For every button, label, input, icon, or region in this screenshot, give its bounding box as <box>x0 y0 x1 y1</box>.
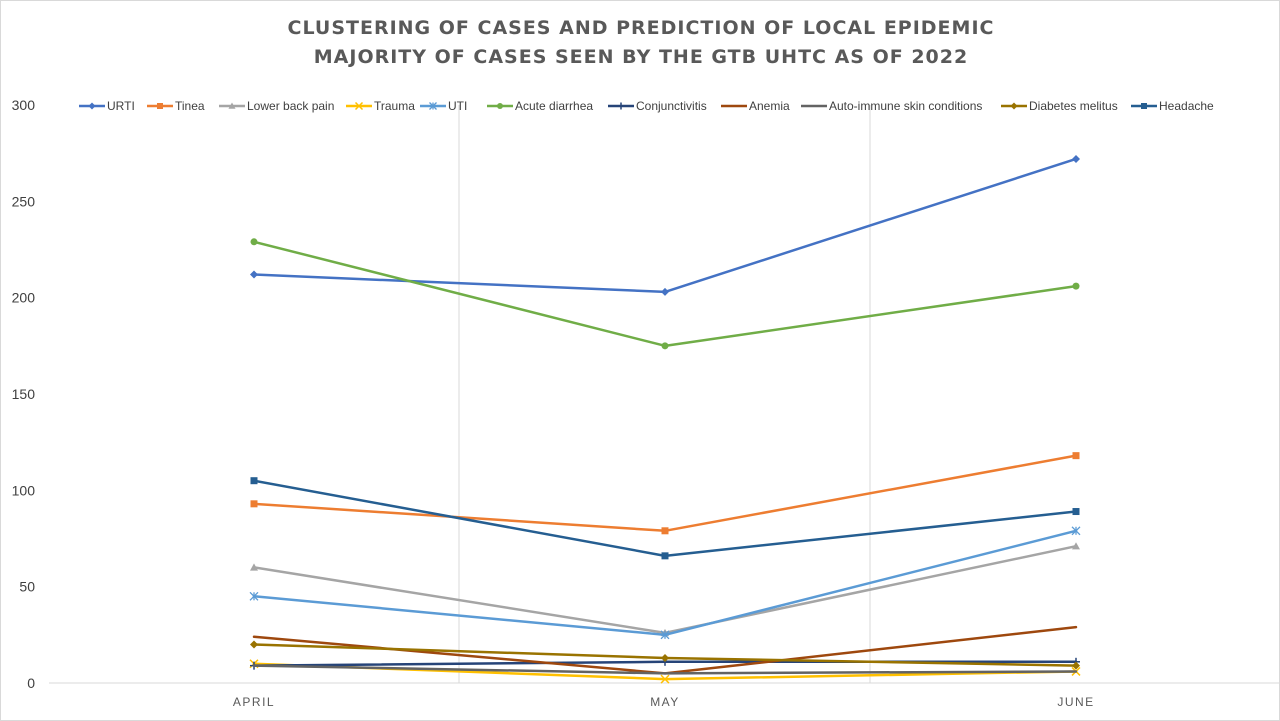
y-tick-label: 250 <box>12 193 36 209</box>
data-point-marker <box>617 102 625 110</box>
y-tick-label: 150 <box>12 386 36 402</box>
data-point-marker <box>228 102 236 109</box>
data-point-marker <box>661 527 669 535</box>
data-point-marker <box>429 102 437 110</box>
data-point-marker <box>250 640 258 649</box>
legend-label: Headache <box>1159 99 1214 113</box>
legend-item: Headache <box>1131 99 1214 113</box>
legend-item: Conjunctivitis <box>608 99 707 113</box>
legend-item: Auto-immune skin conditions <box>801 99 982 113</box>
gridlines <box>458 105 871 683</box>
data-point-marker <box>1010 102 1018 110</box>
legend-item: Acute diarrhea <box>487 99 593 113</box>
legend-label: URTI <box>107 99 135 113</box>
data-point-marker <box>661 287 669 296</box>
x-tick-label: APRIL <box>233 695 275 709</box>
data-point-marker <box>88 102 96 110</box>
data-point-marker <box>249 591 259 601</box>
data-point-marker <box>250 563 258 571</box>
legend-label: Lower back pain <box>247 99 334 113</box>
legend-label: Auto-immune skin conditions <box>829 99 982 113</box>
series-line <box>252 529 1078 637</box>
data-point-marker <box>250 270 258 279</box>
series-acute-diarrhea <box>250 238 1080 350</box>
data-point-marker <box>1141 103 1147 109</box>
marker-stroke <box>354 101 364 111</box>
data-point-marker <box>354 101 364 111</box>
data-point-marker <box>661 342 669 350</box>
data-point-marker <box>157 103 163 109</box>
legend-item: UTI <box>420 99 467 113</box>
legend-item: Tinea <box>147 99 205 113</box>
data-point-marker <box>1072 452 1080 460</box>
x-tick-label: JUNE <box>1057 695 1094 709</box>
legend-label: Diabetes melitus <box>1029 99 1118 113</box>
series-line <box>252 664 1078 675</box>
data-point-marker <box>497 103 503 109</box>
data-point-marker <box>250 500 258 508</box>
legend: URTI Tinea Lower back pain Trauma UTI Acute d… <box>79 99 1214 113</box>
legend-label: Trauma <box>374 99 415 113</box>
legend-item: URTI <box>79 99 135 113</box>
y-tick-label: 200 <box>12 290 36 306</box>
legend-label: Tinea <box>175 99 205 113</box>
data-point-marker <box>1072 661 1080 670</box>
x-tick-label: MAY <box>650 695 680 709</box>
data-point-marker <box>660 674 670 684</box>
data-point-marker <box>1072 154 1080 163</box>
data-point-marker <box>1072 282 1080 290</box>
y-tick-label: 0 <box>27 675 35 691</box>
y-tick-label: 50 <box>19 579 35 595</box>
series-uti <box>249 526 1081 640</box>
y-tick-label: 100 <box>12 482 36 498</box>
series-tinea <box>250 452 1080 535</box>
x-axis: APRIL MAY JUNE <box>233 695 1094 709</box>
legend-label: Acute diarrhea <box>515 99 593 113</box>
data-point-marker <box>1072 542 1080 550</box>
data-point-marker <box>660 630 670 640</box>
data-point-marker <box>1071 526 1081 536</box>
y-axis: 0 50 100 150 200 250 300 <box>12 97 36 691</box>
series-urti <box>250 154 1080 296</box>
legend-item: Anemia <box>721 99 790 113</box>
series-line <box>252 479 1078 558</box>
y-tick-label: 300 <box>12 97 36 113</box>
chart-subtitle: MAJORITY OF CASES SEEN BY THE GTB UHTC A… <box>314 46 968 68</box>
series-diabetes-melitus <box>250 640 1080 670</box>
series-auto-immune-skin-conditions <box>252 664 1078 675</box>
series-layer <box>249 154 1081 684</box>
series-line <box>252 454 1078 533</box>
legend-item: Lower back pain <box>219 99 334 113</box>
data-point-marker <box>250 238 258 246</box>
chart-title: CLUSTERING OF CASES AND PREDICTION OF LO… <box>288 17 995 39</box>
marker-stroke <box>660 674 670 684</box>
legend-item: Trauma <box>346 99 415 113</box>
data-point-marker <box>250 477 258 485</box>
data-point-marker <box>661 552 669 560</box>
series-headache <box>250 477 1080 560</box>
legend-label: Anemia <box>749 99 790 113</box>
data-point-marker <box>1072 508 1080 516</box>
data-point-marker <box>661 653 669 662</box>
legend-label: UTI <box>448 99 467 113</box>
legend-label: Conjunctivitis <box>636 99 707 113</box>
legend-item: Diabetes melitus <box>1001 99 1118 113</box>
